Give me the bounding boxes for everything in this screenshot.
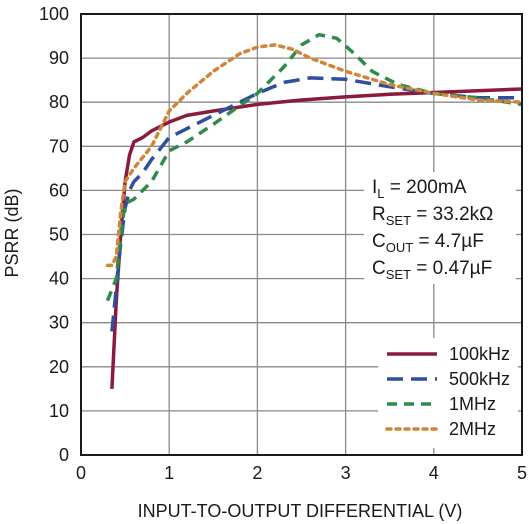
y-tick-label: 70 — [49, 136, 69, 156]
condition-label: IL = 200mA — [372, 177, 467, 201]
y-tick-label: 100 — [39, 4, 69, 24]
y-tick-label: 90 — [49, 48, 69, 68]
legend: 100kHz 500kHz 1MHz 2MHz — [378, 338, 518, 448]
y-axis-title: PSRR (dB) — [2, 188, 22, 277]
x-tick-label: 1 — [164, 463, 174, 483]
condition-label: RSET = 33.2kΩ — [372, 204, 493, 228]
y-tick-label: 60 — [49, 180, 69, 200]
series-line-1mhz — [105, 32, 523, 302]
condition-label: COUT = 4.7µF — [372, 231, 484, 255]
series-lines — [105, 32, 524, 389]
x-tick-label: 3 — [341, 463, 351, 483]
y-tick-label: 10 — [49, 401, 69, 421]
x-tick-label: 5 — [517, 463, 527, 483]
series-line-2mhz — [105, 43, 524, 268]
y-tick-label: 80 — [49, 92, 69, 112]
legend-label-100khz: 100kHz — [449, 344, 510, 364]
y-tick-label: 30 — [49, 313, 69, 333]
y-tick-label: 0 — [59, 445, 69, 465]
x-tick-label: 2 — [252, 463, 262, 483]
plot-frame — [80, 13, 523, 456]
legend-label-2mhz: 2MHz — [449, 419, 496, 439]
condition-label: CSET = 0.47µF — [372, 258, 492, 282]
y-tick-label: 50 — [49, 225, 69, 245]
x-axis-title: INPUT-TO-OUTPUT DIFFERENTIAL (V) — [138, 501, 463, 521]
y-tick-label: 40 — [49, 269, 69, 289]
legend-label-1mhz: 1MHz — [449, 394, 496, 414]
x-tick-label: 4 — [429, 463, 439, 483]
legend-label-500khz: 500kHz — [449, 369, 510, 389]
conditions-annotation: IL = 200mA RSET = 33.2kΩ COUT = 4.7µF CSET … — [364, 172, 516, 284]
x-tick-label: 0 — [76, 463, 86, 483]
y-tick-label: 20 — [49, 357, 69, 377]
